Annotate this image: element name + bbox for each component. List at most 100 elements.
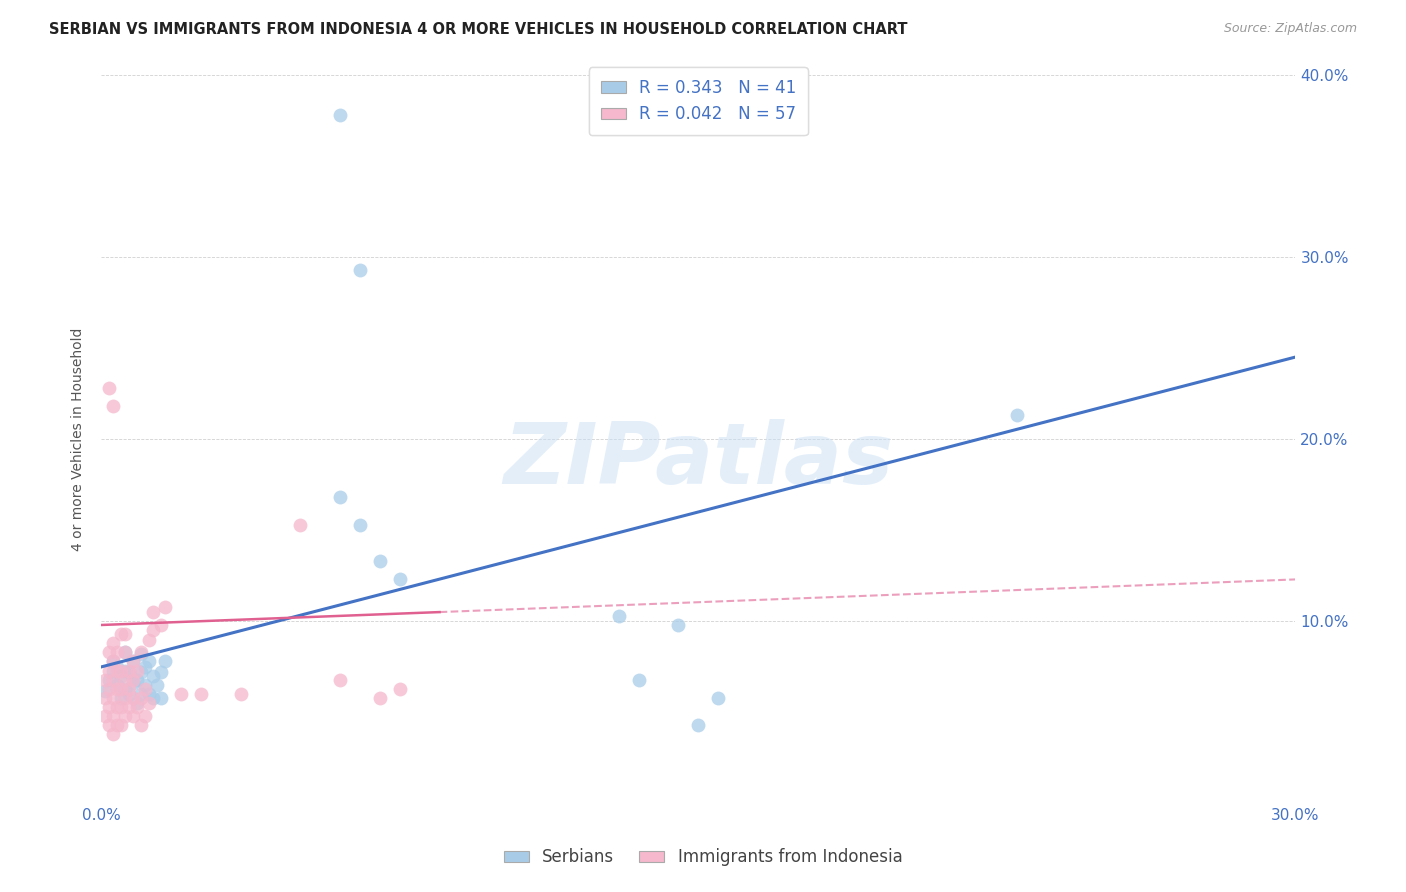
Point xyxy=(129,645,152,659)
Point xyxy=(122,676,145,690)
Point xyxy=(101,636,124,650)
Point xyxy=(125,700,148,714)
Text: ZIPatlas: ZIPatlas xyxy=(503,419,893,502)
Legend: Serbians, Immigrants from Indonesia: Serbians, Immigrants from Indonesia xyxy=(495,840,911,875)
Point xyxy=(114,709,136,723)
Point xyxy=(114,681,136,696)
Point xyxy=(125,697,148,711)
Point xyxy=(153,655,176,669)
Point xyxy=(118,681,141,696)
Point xyxy=(118,665,141,680)
Y-axis label: 4 or more Vehicles in Household: 4 or more Vehicles in Household xyxy=(72,327,86,550)
Legend: R = 0.343   N = 41, R = 0.042   N = 57: R = 0.343 N = 41, R = 0.042 N = 57 xyxy=(589,67,808,135)
Point xyxy=(149,690,172,705)
Point xyxy=(329,673,352,687)
Point xyxy=(105,700,128,714)
Point xyxy=(368,690,391,705)
Point xyxy=(129,718,152,732)
Point xyxy=(118,664,141,678)
Point xyxy=(118,700,141,714)
Point xyxy=(229,687,252,701)
Point xyxy=(153,599,176,614)
Point xyxy=(105,664,128,678)
Point xyxy=(110,664,132,678)
Point xyxy=(94,673,117,687)
Point xyxy=(142,605,165,619)
Point xyxy=(125,664,148,678)
Point xyxy=(118,687,141,701)
Point xyxy=(138,632,160,647)
Point xyxy=(190,687,212,701)
Text: SERBIAN VS IMMIGRANTS FROM INDONESIA 4 OR MORE VEHICLES IN HOUSEHOLD CORRELATION: SERBIAN VS IMMIGRANTS FROM INDONESIA 4 O… xyxy=(49,22,908,37)
Point xyxy=(129,647,152,661)
Point xyxy=(149,618,172,632)
Point xyxy=(98,645,121,659)
Point xyxy=(105,678,128,692)
Point xyxy=(101,690,124,705)
Point xyxy=(129,665,152,680)
Point xyxy=(94,709,117,723)
Point xyxy=(94,690,117,705)
Point xyxy=(146,678,169,692)
Point xyxy=(110,669,132,683)
Point xyxy=(290,517,312,532)
Point xyxy=(1005,409,1028,423)
Point xyxy=(114,645,136,659)
Point xyxy=(98,673,121,687)
Point xyxy=(138,687,160,701)
Point xyxy=(134,678,156,692)
Point xyxy=(114,673,136,687)
Point xyxy=(98,681,121,696)
Point xyxy=(114,690,136,705)
Point xyxy=(114,645,136,659)
Point xyxy=(134,660,156,674)
Point xyxy=(668,618,690,632)
Point xyxy=(142,690,165,705)
Point xyxy=(105,645,128,659)
Point xyxy=(98,718,121,732)
Point xyxy=(349,262,371,277)
Point xyxy=(142,669,165,683)
Point xyxy=(134,681,156,696)
Point xyxy=(105,681,128,696)
Point xyxy=(98,381,121,395)
Point xyxy=(688,718,710,732)
Point xyxy=(129,690,152,705)
Point xyxy=(110,718,132,732)
Point xyxy=(122,673,145,687)
Point xyxy=(101,709,124,723)
Point xyxy=(98,700,121,714)
Point xyxy=(94,683,117,698)
Point xyxy=(101,673,124,687)
Point xyxy=(101,655,124,669)
Point xyxy=(707,690,730,705)
Point xyxy=(101,664,124,678)
Point xyxy=(98,664,121,678)
Point xyxy=(607,608,630,623)
Point xyxy=(138,697,160,711)
Point xyxy=(101,727,124,741)
Point xyxy=(122,690,145,705)
Point xyxy=(329,107,352,121)
Point xyxy=(110,690,132,705)
Point xyxy=(105,660,128,674)
Point xyxy=(170,687,193,701)
Point xyxy=(134,709,156,723)
Point xyxy=(125,673,148,687)
Point xyxy=(114,664,136,678)
Point xyxy=(105,718,128,732)
Point xyxy=(138,655,160,669)
Point xyxy=(101,655,124,669)
Point xyxy=(368,554,391,568)
Point xyxy=(349,517,371,532)
Point xyxy=(110,700,132,714)
Point xyxy=(388,681,411,696)
Text: Source: ZipAtlas.com: Source: ZipAtlas.com xyxy=(1223,22,1357,36)
Point xyxy=(122,709,145,723)
Point xyxy=(122,655,145,669)
Point xyxy=(627,673,650,687)
Point xyxy=(114,627,136,641)
Point xyxy=(388,573,411,587)
Point xyxy=(110,627,132,641)
Point xyxy=(129,687,152,701)
